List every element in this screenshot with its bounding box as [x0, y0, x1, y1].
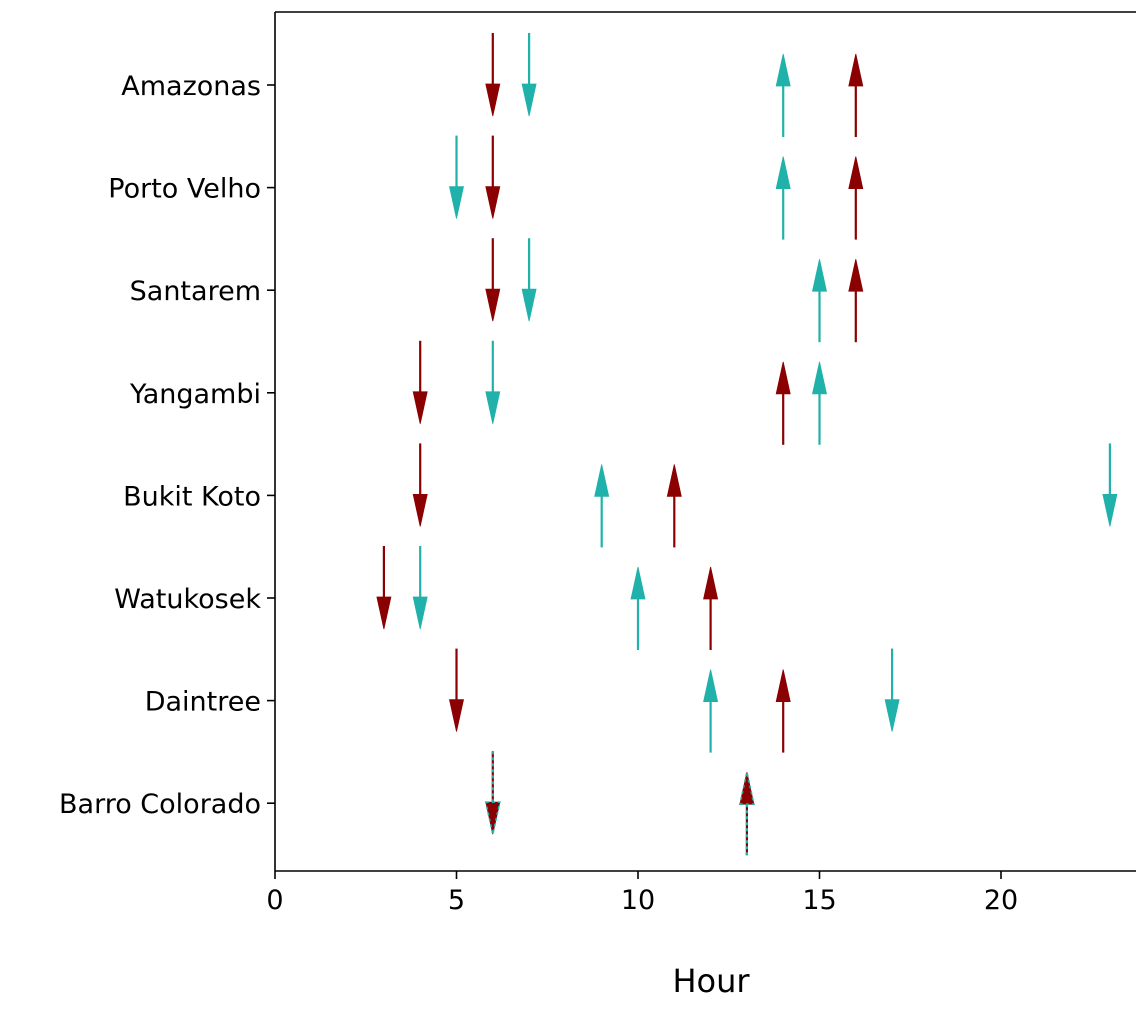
arrow-teal-down [449, 135, 464, 219]
arrow-head [775, 361, 791, 395]
arrow-head [848, 156, 864, 190]
arrow-red-down [485, 135, 501, 219]
axes-layer [274, 11, 1136, 872]
arrow-teal-down [485, 340, 501, 424]
arrow-red-down [412, 340, 428, 424]
arrow-teal-down [521, 33, 537, 117]
arrow-head [738, 772, 755, 806]
y-tick-label: Bukit Koto [123, 481, 261, 512]
x-ticks: 0 5 10 15 20 [266, 871, 1018, 916]
arrow-head [594, 464, 610, 497]
arrow-head [703, 669, 719, 702]
arrow-teal-up [594, 464, 610, 548]
y-tick-label: Porto Velho [108, 174, 261, 205]
arrow-head [812, 361, 827, 395]
y-tick-label: Santarem [130, 276, 261, 307]
arrow-red-down [376, 546, 392, 630]
arrow-head [666, 464, 682, 497]
arrow-head [775, 156, 791, 190]
arrow-head [412, 596, 428, 630]
arrow-red-up [775, 361, 791, 445]
arrow-head [703, 566, 719, 600]
arrow-red-down [449, 648, 464, 732]
arrow-head [775, 53, 791, 87]
arrow-head [485, 391, 501, 424]
arrow-head [484, 801, 501, 835]
arrow-head [449, 186, 464, 219]
arrow-teal-up [775, 156, 791, 240]
arrow-red-up [848, 259, 864, 343]
arrow-teal-down [412, 546, 428, 630]
arrow-head [775, 669, 791, 702]
y-tick-label: Yangambi [129, 379, 261, 410]
arrow-teal-down [884, 648, 900, 732]
arrow-teal-up [630, 566, 646, 650]
arrow-head [884, 699, 900, 732]
x-tick-label: 20 [984, 885, 1018, 916]
arrow-red-up [848, 53, 864, 137]
arrow-teal-down [484, 751, 501, 835]
y-tick-label: Watukosek [114, 584, 261, 615]
arrow-head [376, 596, 392, 630]
arrow-head [848, 53, 864, 87]
x-tick-label: 15 [802, 885, 836, 916]
arrow-head [521, 83, 537, 117]
x-axis-title: Hour [672, 962, 750, 1000]
arrow-head [848, 259, 864, 292]
arrow-red-up [666, 464, 682, 548]
arrow-teal-up [775, 53, 791, 137]
arrow-head [1102, 493, 1118, 527]
y-ticks: Amazonas Porto Velho Santarem Yangambi Bukit… [59, 71, 275, 820]
arrow-head [449, 699, 464, 732]
arrow-teal-down [1102, 443, 1118, 527]
arrow-head [485, 186, 501, 219]
arrow-red-down [412, 443, 428, 527]
arrow-red-up [703, 566, 719, 650]
arrow-head [521, 288, 537, 322]
y-tick-label: Barro Colorado [59, 789, 261, 820]
arrow-head [412, 493, 428, 527]
arrow-teal-down [521, 238, 537, 322]
x-tick-label: 0 [266, 885, 283, 916]
y-tick-label: Amazonas [121, 71, 261, 102]
arrows-layer [376, 33, 1118, 856]
arrow-head [485, 288, 501, 322]
arrow-head [812, 259, 827, 292]
arrow-teal-up [738, 772, 755, 856]
arrow-red-down [485, 33, 501, 117]
arrow-teal-up [812, 259, 827, 343]
arrow-teal-up [812, 361, 827, 445]
arrow-red-down [485, 238, 501, 322]
x-tick-label: 10 [621, 885, 655, 916]
arrow-teal-up [703, 669, 719, 753]
arrow-red-up [775, 669, 791, 753]
arrow-head [412, 391, 428, 424]
arrow-red-up [848, 156, 864, 240]
arrow-head [630, 566, 646, 600]
y-tick-label: Daintree [145, 687, 261, 718]
arrow-head [485, 83, 501, 117]
x-tick-label: 5 [448, 885, 465, 916]
